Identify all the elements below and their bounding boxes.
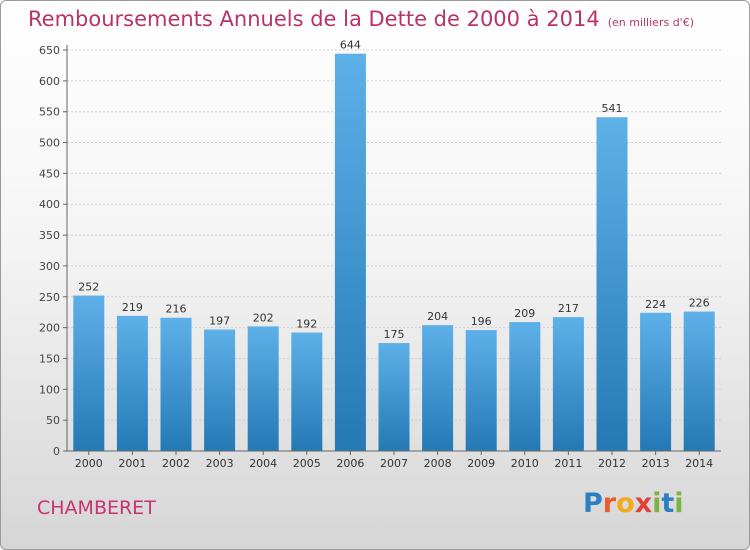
y-tick-label: 650 — [39, 44, 60, 57]
data-label: 197 — [209, 314, 230, 327]
bar — [640, 312, 672, 451]
x-tick-label: 2009 — [467, 457, 495, 470]
y-tick-label: 450 — [39, 167, 60, 180]
bar — [160, 317, 192, 451]
x-tick-label: 2010 — [511, 457, 539, 470]
logo-letter: r — [602, 488, 617, 519]
y-tick-label: 350 — [39, 229, 60, 242]
logo-letter: P — [583, 488, 603, 519]
data-label: 204 — [427, 310, 448, 323]
x-tick-label: 2013 — [642, 457, 670, 470]
data-label: 217 — [558, 302, 579, 315]
data-label: 216 — [166, 303, 187, 316]
bar — [596, 117, 628, 451]
bar — [334, 53, 366, 451]
x-tick-label: 2001 — [118, 457, 146, 470]
x-tick-label: 2014 — [685, 457, 713, 470]
bar — [73, 295, 105, 451]
x-tick-label: 2003 — [206, 457, 234, 470]
bar — [465, 330, 497, 451]
x-tick-label: 2006 — [336, 457, 364, 470]
x-tick-label: 2012 — [598, 457, 626, 470]
logo-letter: t — [661, 488, 675, 519]
bar — [204, 329, 236, 451]
data-label: 192 — [296, 318, 317, 331]
data-label: 252 — [78, 281, 99, 294]
y-tick-label: 150 — [39, 352, 60, 365]
y-tick-label: 550 — [39, 106, 60, 119]
data-label: 644 — [340, 39, 361, 52]
x-tick-label: 2011 — [554, 457, 582, 470]
bar — [378, 343, 410, 451]
chart-title-main: Remboursements Annuels de la Dette de 20… — [28, 7, 600, 31]
y-tick-label: 600 — [39, 75, 60, 88]
y-tick-label: 500 — [39, 137, 60, 150]
bar — [509, 322, 541, 451]
y-tick-label: 250 — [39, 291, 60, 304]
y-tick-label: 300 — [39, 260, 60, 273]
data-label: 219 — [122, 301, 143, 314]
logo-letter: i — [652, 488, 662, 519]
x-tick-label: 2005 — [293, 457, 321, 470]
bar — [116, 315, 148, 451]
data-label: 175 — [384, 328, 405, 341]
logo-letter: i — [674, 488, 684, 519]
x-tick-label: 2008 — [424, 457, 452, 470]
chart-title-unit: (en milliers d'€) — [607, 16, 694, 29]
y-tick-label: 200 — [39, 322, 60, 335]
commune-name: CHAMBERET — [37, 497, 156, 519]
y-tick-label: 0 — [53, 445, 60, 458]
y-tick-label: 400 — [39, 198, 60, 211]
bar — [247, 326, 279, 451]
data-label: 202 — [253, 311, 274, 324]
bar — [422, 325, 454, 451]
proxiti-logo: Proxiti — [583, 488, 684, 519]
data-label: 209 — [514, 307, 535, 320]
y-tick-label: 50 — [46, 414, 60, 427]
data-label: 541 — [602, 102, 623, 115]
data-label: 224 — [645, 298, 666, 311]
x-tick-label: 2007 — [380, 457, 408, 470]
chart-title: Remboursements Annuels de la Dette de 20… — [28, 7, 694, 31]
y-tick-label: 100 — [39, 383, 60, 396]
x-tick-label: 2004 — [249, 457, 277, 470]
x-tick-label: 2002 — [162, 457, 190, 470]
bar — [683, 311, 715, 451]
data-label: 196 — [471, 315, 492, 328]
logo-letter: o — [616, 488, 635, 519]
logo-letter: x — [634, 488, 653, 519]
data-label: 226 — [689, 297, 710, 310]
x-tick-label: 2000 — [75, 457, 103, 470]
bar — [291, 332, 323, 451]
bar — [552, 317, 584, 451]
